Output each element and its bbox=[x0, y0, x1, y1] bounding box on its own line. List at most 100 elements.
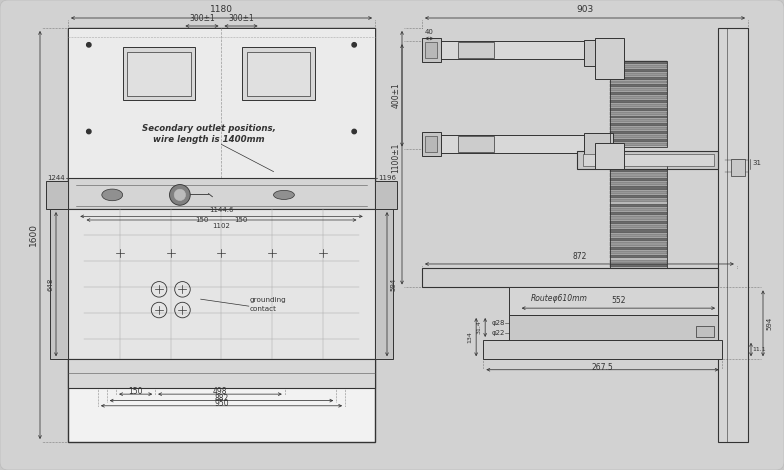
Text: 267.5: 267.5 bbox=[592, 363, 613, 372]
Circle shape bbox=[352, 129, 357, 133]
Bar bbox=[610, 165, 667, 168]
Bar bbox=[610, 229, 667, 233]
Bar bbox=[610, 61, 667, 64]
Bar bbox=[610, 259, 667, 263]
Bar bbox=[610, 169, 667, 172]
Text: 150: 150 bbox=[234, 217, 248, 223]
Bar bbox=[610, 178, 667, 181]
Text: 134: 134 bbox=[467, 331, 473, 343]
Text: Secondary outlet positions,: Secondary outlet positions, bbox=[142, 125, 275, 133]
Bar bbox=[425, 136, 437, 152]
Bar bbox=[610, 243, 667, 245]
Bar bbox=[610, 173, 667, 177]
Text: 300±1: 300±1 bbox=[189, 14, 215, 23]
Bar bbox=[68, 28, 375, 442]
Circle shape bbox=[352, 43, 357, 47]
Text: 150: 150 bbox=[195, 217, 209, 223]
Bar bbox=[610, 100, 667, 103]
Text: 1600: 1600 bbox=[28, 224, 38, 246]
Text: 872: 872 bbox=[572, 252, 586, 261]
Bar bbox=[122, 47, 195, 101]
Bar bbox=[610, 204, 667, 207]
Text: wire length is 1400mm: wire length is 1400mm bbox=[153, 135, 264, 144]
Bar bbox=[610, 195, 667, 198]
Text: 498: 498 bbox=[212, 387, 227, 396]
Bar bbox=[610, 199, 667, 203]
Bar bbox=[422, 268, 718, 288]
Bar bbox=[242, 47, 315, 101]
Bar bbox=[425, 42, 437, 58]
Bar bbox=[583, 154, 714, 166]
Bar bbox=[610, 160, 667, 164]
Ellipse shape bbox=[102, 189, 122, 201]
Bar bbox=[610, 80, 667, 84]
Bar bbox=[610, 92, 667, 95]
Bar bbox=[422, 135, 595, 153]
Circle shape bbox=[86, 43, 91, 47]
Bar bbox=[610, 139, 667, 142]
Bar bbox=[610, 116, 667, 118]
Bar bbox=[610, 77, 667, 79]
Bar bbox=[68, 209, 375, 359]
Text: 648: 648 bbox=[48, 277, 54, 291]
Bar bbox=[422, 41, 595, 59]
Bar bbox=[595, 142, 624, 169]
Ellipse shape bbox=[274, 190, 294, 199]
Text: φ22: φ22 bbox=[492, 330, 505, 336]
Bar bbox=[509, 288, 718, 315]
Bar bbox=[68, 359, 375, 388]
Bar bbox=[696, 326, 714, 337]
Bar bbox=[610, 247, 667, 250]
Text: 31.4: 31.4 bbox=[477, 321, 481, 334]
Bar bbox=[610, 255, 667, 258]
Text: φ28: φ28 bbox=[492, 321, 505, 326]
Bar bbox=[584, 39, 613, 66]
Bar bbox=[610, 65, 667, 68]
Bar bbox=[610, 221, 667, 224]
Bar bbox=[127, 52, 191, 96]
Bar bbox=[610, 127, 667, 130]
Bar bbox=[610, 119, 667, 122]
Bar bbox=[595, 39, 624, 79]
Bar bbox=[610, 123, 667, 126]
Circle shape bbox=[86, 129, 91, 133]
Bar bbox=[68, 28, 375, 178]
Bar bbox=[610, 104, 667, 107]
Bar bbox=[375, 180, 397, 209]
Circle shape bbox=[169, 185, 191, 205]
Bar bbox=[68, 178, 375, 209]
Bar bbox=[610, 191, 667, 194]
Text: 40: 40 bbox=[425, 30, 434, 36]
Text: 1100±1: 1100±1 bbox=[391, 142, 401, 173]
Text: 1180: 1180 bbox=[210, 5, 233, 14]
Bar bbox=[247, 52, 310, 96]
Bar bbox=[610, 238, 667, 241]
Text: grounding: grounding bbox=[250, 297, 287, 303]
Text: 300±1: 300±1 bbox=[228, 14, 254, 23]
Bar bbox=[610, 186, 667, 189]
Bar bbox=[484, 340, 721, 359]
Text: 1144.6: 1144.6 bbox=[209, 207, 234, 213]
Bar bbox=[610, 251, 667, 254]
Bar bbox=[610, 112, 667, 115]
Bar bbox=[610, 85, 667, 87]
Bar bbox=[610, 225, 667, 228]
Bar bbox=[610, 208, 667, 211]
Text: 1244: 1244 bbox=[47, 175, 65, 181]
Text: 31: 31 bbox=[752, 160, 761, 166]
Bar bbox=[422, 39, 441, 62]
Bar bbox=[610, 143, 667, 146]
Bar bbox=[422, 133, 441, 156]
Bar bbox=[610, 61, 667, 147]
Text: 150: 150 bbox=[129, 387, 143, 396]
Bar bbox=[610, 234, 667, 237]
Bar bbox=[375, 209, 393, 359]
Bar bbox=[610, 212, 667, 215]
Bar bbox=[610, 73, 667, 76]
Text: Routeφ610mm: Routeφ610mm bbox=[530, 294, 587, 303]
Text: 882: 882 bbox=[214, 393, 229, 403]
Bar bbox=[577, 151, 718, 169]
Bar bbox=[458, 42, 494, 58]
Text: 903: 903 bbox=[576, 5, 593, 14]
Text: contact: contact bbox=[250, 306, 277, 313]
